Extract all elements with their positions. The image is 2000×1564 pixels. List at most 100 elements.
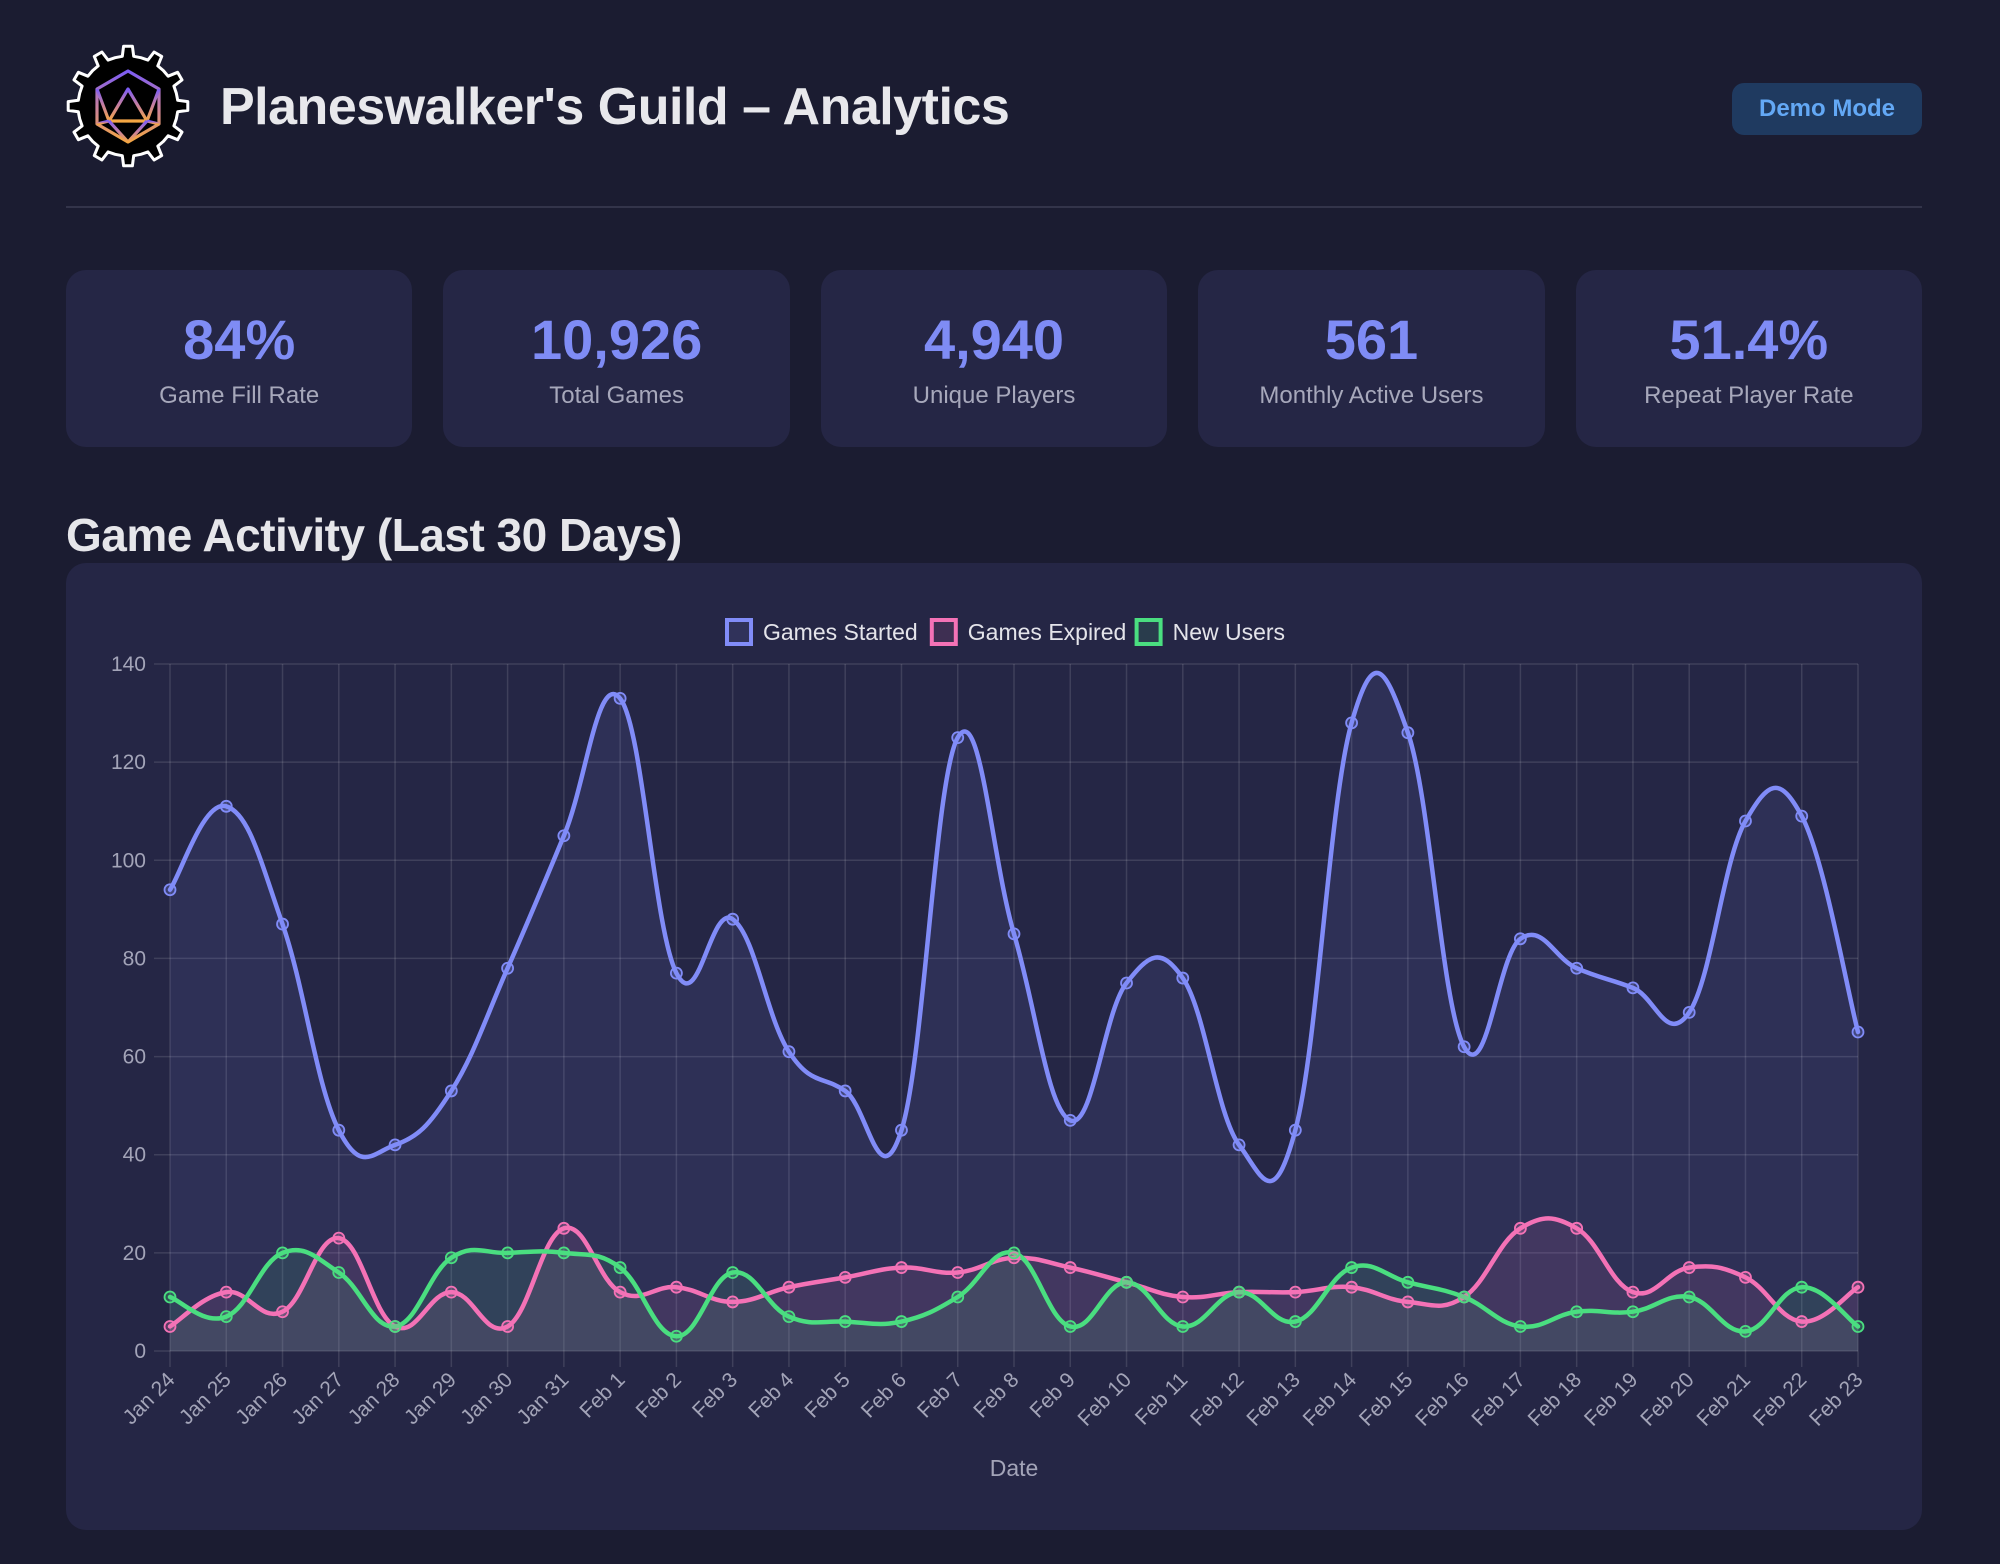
demo-mode-button[interactable]: Demo Mode xyxy=(1732,83,1922,135)
games-started-point[interactable] xyxy=(951,731,965,745)
games-started-point[interactable] xyxy=(1345,716,1358,730)
games-started-point[interactable] xyxy=(838,1084,852,1098)
games-started-point[interactable] xyxy=(1176,971,1190,985)
games-expired-point[interactable] xyxy=(1063,1261,1077,1274)
new-users-point[interactable] xyxy=(1457,1290,1471,1304)
games-expired-point[interactable] xyxy=(670,1280,683,1294)
new-users-point[interactable] xyxy=(1232,1285,1246,1299)
games-expired-point[interactable] xyxy=(1682,1261,1696,1274)
games-started-point[interactable] xyxy=(782,1045,796,1059)
x-tick-label: Feb 22 xyxy=(1749,1368,1812,1431)
new-users-point[interactable] xyxy=(726,1266,740,1279)
games-expired-point[interactable] xyxy=(838,1270,852,1284)
new-users-point[interactable] xyxy=(557,1246,571,1260)
games-started-point[interactable] xyxy=(276,917,289,931)
games-expired-point[interactable] xyxy=(726,1295,740,1309)
x-tick-label: Jan 31 xyxy=(513,1368,574,1429)
games-started-point[interactable] xyxy=(332,1123,346,1137)
new-users-point[interactable] xyxy=(444,1251,458,1265)
x-axis-title: Date xyxy=(990,1455,1039,1481)
games-started-point[interactable] xyxy=(219,799,233,813)
games-started-point[interactable] xyxy=(1232,1138,1246,1152)
new-users-point[interactable] xyxy=(388,1320,402,1333)
games-started-point[interactable] xyxy=(613,691,627,705)
games-expired-point[interactable] xyxy=(444,1285,458,1299)
new-users-point[interactable] xyxy=(1063,1320,1077,1333)
games-started-point[interactable] xyxy=(1401,726,1415,740)
games-started-point[interactable] xyxy=(1682,1006,1696,1019)
games-started-point[interactable] xyxy=(557,829,571,843)
games-expired-point[interactable] xyxy=(1176,1290,1190,1304)
new-users-point[interactable] xyxy=(1288,1315,1302,1328)
new-users-point[interactable] xyxy=(895,1315,908,1328)
new-users-point[interactable] xyxy=(1120,1275,1133,1289)
games-started-point[interactable] xyxy=(1851,1025,1865,1039)
new-users-point[interactable] xyxy=(501,1246,515,1260)
games-started-point[interactable] xyxy=(670,966,683,980)
new-users-point[interactable] xyxy=(276,1246,289,1260)
new-users-point[interactable] xyxy=(1626,1305,1640,1319)
new-users-point[interactable] xyxy=(613,1261,627,1274)
games-expired-point[interactable] xyxy=(1795,1315,1809,1328)
new-users-point[interactable] xyxy=(1851,1320,1865,1333)
games-expired-point[interactable] xyxy=(895,1261,908,1274)
new-users-point[interactable] xyxy=(1682,1290,1696,1304)
stat-label: Game Fill Rate xyxy=(159,381,320,409)
new-users-point[interactable] xyxy=(1514,1320,1527,1333)
games-started-point[interactable] xyxy=(1795,809,1809,823)
new-users-point[interactable] xyxy=(163,1290,177,1304)
games-started-point[interactable] xyxy=(1626,981,1640,995)
games-expired-point[interactable] xyxy=(951,1266,965,1279)
new-users-point[interactable] xyxy=(1176,1320,1190,1333)
games-expired-point[interactable] xyxy=(782,1280,796,1294)
legend-item-games-started[interactable]: Games Started xyxy=(725,618,918,646)
new-users-point[interactable] xyxy=(1345,1261,1358,1274)
games-expired-point[interactable] xyxy=(1288,1285,1302,1299)
legend-swatch xyxy=(1134,618,1163,646)
games-expired-point[interactable] xyxy=(163,1320,177,1333)
games-expired-point[interactable] xyxy=(1570,1221,1584,1235)
games-expired-point[interactable] xyxy=(1626,1285,1640,1299)
games-started-point[interactable] xyxy=(1457,1040,1471,1054)
games-expired-point[interactable] xyxy=(1514,1221,1527,1235)
new-users-point[interactable] xyxy=(1570,1305,1584,1319)
games-expired-point[interactable] xyxy=(276,1305,289,1319)
games-started-point[interactable] xyxy=(1570,961,1584,975)
games-started-point[interactable] xyxy=(1288,1123,1302,1137)
games-started-point[interactable] xyxy=(388,1138,402,1152)
new-users-point[interactable] xyxy=(838,1315,852,1328)
new-users-point[interactable] xyxy=(1739,1324,1752,1338)
new-users-point[interactable] xyxy=(1795,1280,1809,1294)
games-expired-point[interactable] xyxy=(1851,1280,1865,1294)
stat-label: Repeat Player Rate xyxy=(1644,381,1854,409)
games-started-point[interactable] xyxy=(163,883,177,897)
games-started-point[interactable] xyxy=(444,1084,458,1098)
stat-value: 51.4% xyxy=(1669,307,1829,371)
games-expired-point[interactable] xyxy=(219,1285,233,1299)
games-started-point[interactable] xyxy=(895,1123,908,1137)
stat-label: Total Games xyxy=(549,381,684,409)
new-users-point[interactable] xyxy=(332,1266,346,1279)
new-users-point[interactable] xyxy=(1401,1275,1415,1289)
games-expired-point[interactable] xyxy=(613,1285,627,1299)
games-started-point[interactable] xyxy=(1063,1113,1077,1127)
games-started-point[interactable] xyxy=(1739,814,1752,828)
games-expired-point[interactable] xyxy=(1739,1270,1752,1284)
legend-item-games-expired[interactable]: Games Expired xyxy=(929,618,1127,646)
games-started-point[interactable] xyxy=(501,961,515,975)
games-expired-point[interactable] xyxy=(332,1231,346,1245)
new-users-point[interactable] xyxy=(951,1290,965,1304)
new-users-point[interactable] xyxy=(1007,1246,1021,1260)
games-expired-point[interactable] xyxy=(557,1221,571,1235)
new-users-point[interactable] xyxy=(782,1310,796,1324)
games-expired-point[interactable] xyxy=(1345,1280,1358,1294)
games-started-point[interactable] xyxy=(1007,927,1021,941)
legend-item-new-users[interactable]: New Users xyxy=(1134,618,1285,646)
new-users-point[interactable] xyxy=(670,1329,683,1343)
games-expired-point[interactable] xyxy=(1401,1295,1415,1309)
games-started-point[interactable] xyxy=(1120,976,1133,990)
games-expired-point[interactable] xyxy=(501,1320,515,1333)
new-users-point[interactable] xyxy=(219,1310,233,1324)
games-started-point[interactable] xyxy=(1514,932,1527,946)
games-started-point[interactable] xyxy=(726,912,740,926)
